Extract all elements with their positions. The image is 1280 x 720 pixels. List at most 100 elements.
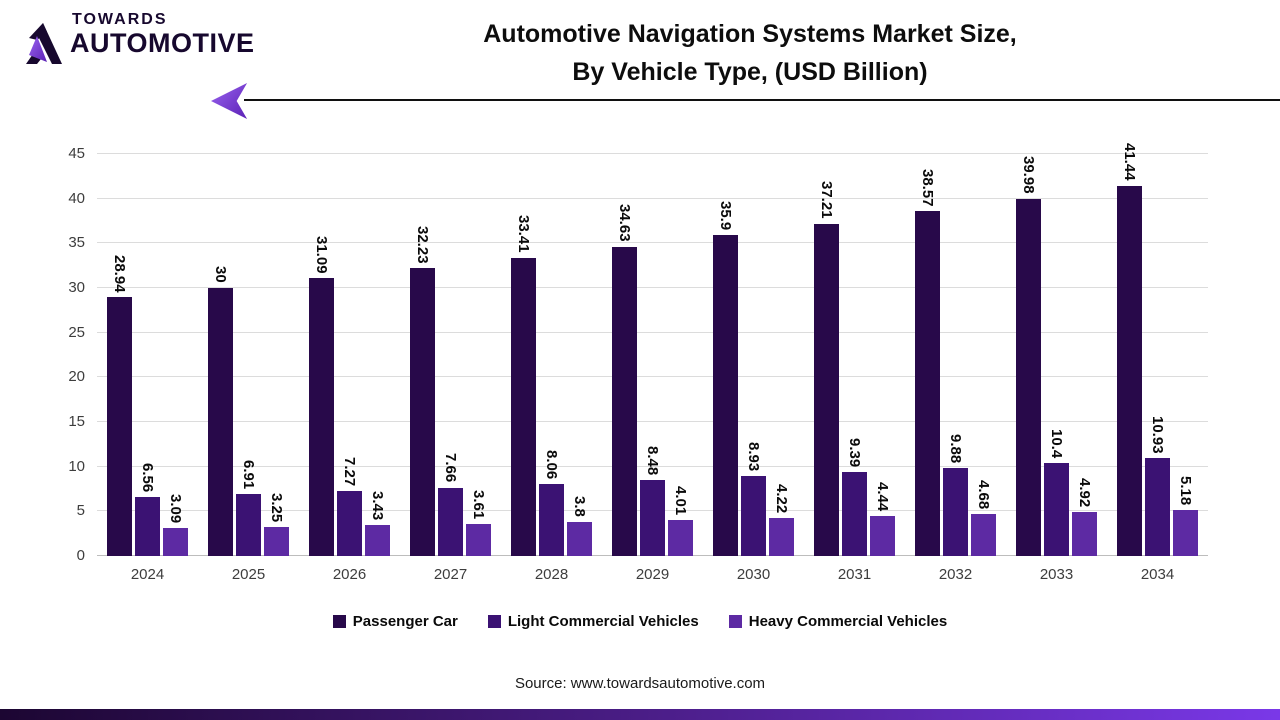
bar-light-commercial-vehicles-2025 [236,494,261,556]
bar-value-label-heavy-commercial-vehicles-2026: 3.43 [369,491,386,521]
legend-swatch-heavy-commercial-vehicles [728,615,742,628]
bar-slot-passenger-car-2029: 34.63 [612,154,637,556]
bar-value-label-light-commercial-vehicles-2024: 6.56 [139,463,156,493]
x-axis-label-2033: 2033 [1039,566,1074,583]
bar-value-label-light-commercial-vehicles-2033: 10.4 [1048,428,1065,459]
bar-light-commercial-vehicles-2033 [1044,463,1069,556]
y-axis-tick-label-40: 40 [68,189,85,207]
bar-value-label-light-commercial-vehicles-2028: 8.06 [543,449,560,479]
legend-swatch-passenger-car [332,615,346,628]
bar-slot-heavy-commercial-vehicles-2032: 4.68 [971,154,996,556]
bar-slot-passenger-car-2032: 38.57 [915,154,940,556]
x-axis-label-2025: 2025 [231,566,266,583]
y-axis-tick-label-45: 45 [68,145,85,162]
bar-light-commercial-vehicles-2029 [640,480,665,556]
logo-line1: TOWARDS [72,11,168,28]
bar-heavy-commercial-vehicles-2024 [163,528,188,556]
bar-slot-passenger-car-2034: 41.44 [1117,143,1142,556]
bar-passenger-car-2027 [410,268,435,556]
bottom-accent-bar [0,709,1280,720]
bar-slot-passenger-car-2030: 35.9 [713,154,738,556]
y-axis-tick-label-5: 5 [76,502,85,520]
bar-light-commercial-vehicles-2027 [438,487,463,556]
bar-group-2030: 35.9 8.93 4.22 2030 [703,154,804,583]
x-axis-label-2027: 2027 [433,566,468,583]
bar-value-label-heavy-commercial-vehicles-2028: 3.8 [571,496,588,518]
bar-heavy-commercial-vehicles-2028 [567,522,592,556]
bar-value-label-passenger-car-2029: 34.63 [616,204,633,242]
bar-heavy-commercial-vehicles-2026 [365,525,390,556]
bar-slot-heavy-commercial-vehicles-2024: 3.09 [163,154,188,556]
bar-slot-passenger-car-2024: 28.94 [107,154,132,556]
logo-line2: AUTOMOTIVE [70,28,255,58]
gridline-10 [97,465,1208,467]
bar-slot-light-commercial-vehicles-2024: 6.56 [135,154,160,556]
chart-title-line2: By Vehicle Type, (USD Billion) [572,57,928,86]
bar-slot-light-commercial-vehicles-2034: 10.93 [1145,154,1170,556]
bar-value-label-heavy-commercial-vehicles-2029: 4.01 [672,485,689,516]
bar-chart-plot-area: 0 5 10 15 20 25 30 35 40 45 28.94 6.56 3.09 2024 30 6.9… [68,143,1208,583]
bar-groups: 28.94 6.56 3.09 2024 30 6.91 3.25 2025 31.09 7.27… [97,143,1208,583]
bar-slot-heavy-commercial-vehicles-2031: 4.44 [870,154,895,556]
y-axis-tick-label-10: 10 [68,457,85,475]
bar-passenger-car-2032 [915,211,940,556]
bar-slot-heavy-commercial-vehicles-2030: 4.22 [769,154,794,556]
bar-slot-light-commercial-vehicles-2026: 7.27 [337,154,362,556]
bar-value-label-heavy-commercial-vehicles-2027: 3.61 [470,489,487,519]
bar-slot-light-commercial-vehicles-2033: 10.4 [1044,154,1069,556]
bar-group-2033: 39.98 10.4 4.92 2033 [1006,154,1107,583]
bar-light-commercial-vehicles-2024 [135,497,160,556]
bar-slot-heavy-commercial-vehicles-2033: 4.92 [1072,154,1097,556]
x-axis-label-2029: 2029 [635,566,670,583]
bar-value-label-passenger-car-2034: 41.44 [1121,143,1138,181]
bar-slot-heavy-commercial-vehicles-2029: 4.01 [668,154,693,556]
bar-heavy-commercial-vehicles-2031 [870,516,895,556]
bar-light-commercial-vehicles-2031 [842,472,867,556]
bar-value-label-light-commercial-vehicles-2030: 8.93 [745,442,762,472]
x-axis-label-2026: 2026 [332,566,367,583]
bar-light-commercial-vehicles-2032 [943,467,968,556]
bar-group-2032: 38.57 9.88 4.68 2032 [905,154,1006,583]
bar-slot-heavy-commercial-vehicles-2028: 3.8 [567,154,592,556]
bar-value-label-light-commercial-vehicles-2027: 7.66 [442,453,459,483]
bar-group-2031: 37.21 9.39 4.44 2031 [804,154,905,583]
bar-light-commercial-vehicles-2026 [337,491,362,556]
y-axis-tick-label-15: 15 [68,413,85,430]
bar-light-commercial-vehicles-2028 [539,484,564,556]
gridline-20 [97,376,1208,378]
bar-value-label-heavy-commercial-vehicles-2030: 4.22 [773,484,790,514]
bar-group-2024: 28.94 6.56 3.09 2024 [97,154,198,583]
bar-passenger-car-2033 [1016,198,1041,556]
bar-value-label-passenger-car-2031: 37.21 [818,181,835,219]
bar-value-label-heavy-commercial-vehicles-2025: 3.25 [268,492,285,522]
bar-value-label-heavy-commercial-vehicles-2031: 4.44 [874,482,891,512]
bar-value-label-light-commercial-vehicles-2032: 9.88 [947,433,964,463]
bar-passenger-car-2030 [713,235,738,556]
bar-slot-passenger-car-2025: 30 [208,154,233,556]
logo-a-mark-icon [26,23,62,64]
bar-heavy-commercial-vehicles-2030 [769,518,794,556]
bar-value-label-passenger-car-2026: 31.09 [313,235,330,274]
bar-slot-heavy-commercial-vehicles-2026: 3.43 [365,154,390,556]
bar-passenger-car-2025 [208,288,233,556]
bar-heavy-commercial-vehicles-2032 [971,514,996,556]
gridline-25 [97,331,1208,333]
bar-value-label-light-commercial-vehicles-2025: 6.91 [240,460,257,490]
bar-group-2028: 33.41 8.06 3.8 2028 [501,154,602,583]
x-axis-label-2034: 2034 [1140,566,1175,583]
gridline-15 [97,421,1208,422]
bar-value-label-heavy-commercial-vehicles-2034: 5.18 [1177,475,1194,505]
y-axis-tick-label-30: 30 [68,279,85,296]
legend-label-light-commercial-vehicles: Light Commercial Vehicles [507,613,699,630]
legend-item-light-commercial-vehicles: Light Commercial Vehicles [487,613,699,630]
gridline-40 [97,197,1208,199]
bar-value-label-heavy-commercial-vehicles-2033: 4.92 [1076,477,1093,508]
bar-slot-light-commercial-vehicles-2027: 7.66 [438,154,463,556]
bar-value-label-passenger-car-2025: 30 [212,266,229,283]
bar-group-2025: 30 6.91 3.25 2025 [198,154,299,583]
bar-heavy-commercial-vehicles-2033 [1072,512,1097,556]
y-axis-tick-label-25: 25 [68,323,85,341]
bar-group-2026: 31.09 7.27 3.43 2026 [299,154,400,583]
header-divider-line [244,99,1280,101]
chart-title-line1: Automotive Navigation Systems Market Siz… [483,20,1017,48]
